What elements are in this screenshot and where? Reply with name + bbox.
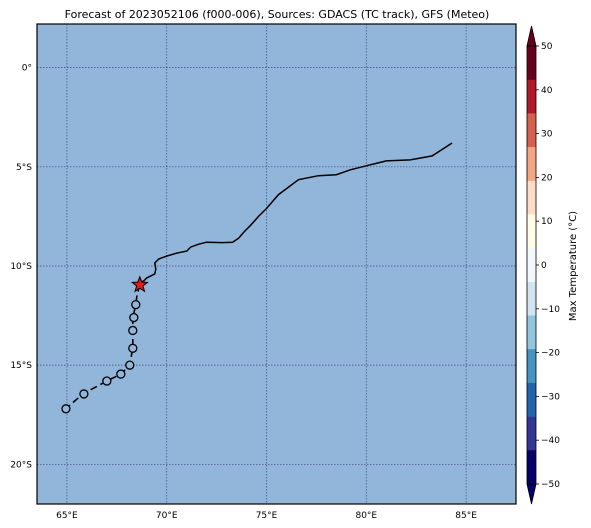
colorbar-cell: [527, 382, 536, 417]
longitude-label: 65°E: [56, 511, 78, 521]
colorbar-cell: [527, 46, 536, 80]
colorbar-cell: [527, 79, 536, 114]
map-panel: 65°E 70°E 75°E 80°E 85°E 0° 5°S 10°S 15°S 20°S: [10, 23, 517, 521]
colorbar-tick-label: 30: [541, 130, 553, 140]
track-position-marker: [128, 343, 138, 353]
colorbar-cell: [527, 416, 536, 451]
colorbar-tick-label: 40: [541, 86, 553, 96]
map-gridlines: [37, 24, 516, 504]
colorbar-cell: [527, 214, 536, 249]
colorbar-cell: [527, 315, 536, 350]
colorbar-extend-top: [526, 25, 537, 47]
colorbar-label: Max Temperature (°C): [568, 211, 579, 321]
colorbar-cell: [527, 248, 536, 283]
longitude-label: 70°E: [156, 511, 178, 521]
colorbar-tick-label: 10: [541, 217, 553, 227]
current-position-star-icon: [130, 275, 149, 293]
longitude-labels: 65°E 70°E 75°E 80°E 85°E: [56, 511, 477, 521]
colorbar-tick-label: 50: [541, 42, 553, 52]
track-markers: [61, 300, 141, 414]
colorbar-tick-label: −30: [541, 392, 560, 402]
longitude-label: 85°E: [455, 511, 477, 521]
colorbar-cell: [527, 180, 536, 215]
track-position-marker: [116, 369, 126, 379]
colorbar-tick-label: 20: [541, 173, 553, 183]
colorbar-tick-label: −50: [541, 480, 560, 490]
colorbar-cell: [527, 281, 536, 316]
track-position-marker: [61, 404, 71, 414]
track-position-marker: [128, 325, 138, 336]
track-position-marker: [125, 360, 135, 370]
longitude-label: 75°E: [256, 511, 278, 521]
latitude-labels: 0° 5°S 10°S 15°S 20°S: [10, 64, 32, 471]
colorbar-cell: [527, 113, 536, 148]
colorbar-cell: [527, 450, 536, 485]
colorbar-extend-bottom: [526, 483, 537, 505]
figure-title: Forecast of 2023052106 (f000-006), Sourc…: [65, 8, 490, 21]
colorbar: 50 40 30 20 10 0 −10 −20 −30 −40 −50 Max Temperatu…: [526, 25, 579, 505]
colorbar-tick-label: 0: [541, 261, 547, 271]
map-frame: [36, 23, 517, 505]
colorbar-tick-label: −20: [541, 349, 560, 359]
ocean-background: [37, 24, 516, 504]
colorbar-cell: [527, 349, 536, 384]
track-position-marker: [129, 312, 139, 323]
colorbar-ticks: 50 40 30 20 10 0 −10 −20 −30 −40 −50: [536, 42, 560, 490]
latitude-label: 20°S: [10, 460, 32, 470]
track-position-marker: [131, 300, 141, 310]
latitude-label: 0°: [22, 64, 32, 74]
latitude-label: 5°S: [16, 163, 32, 173]
colorbar-tick-label: −10: [541, 305, 560, 315]
longitude-label: 80°E: [355, 511, 377, 521]
latitude-label: 10°S: [10, 262, 32, 272]
coastline: [138, 142, 453, 284]
colorbar-tick-label: −40: [541, 436, 560, 446]
colorbar-cell: [527, 147, 536, 182]
colorbar-cells: [527, 46, 536, 485]
latitude-label: 15°S: [10, 361, 32, 371]
track-position-marker: [79, 389, 89, 399]
track-position-marker: [102, 376, 112, 386]
